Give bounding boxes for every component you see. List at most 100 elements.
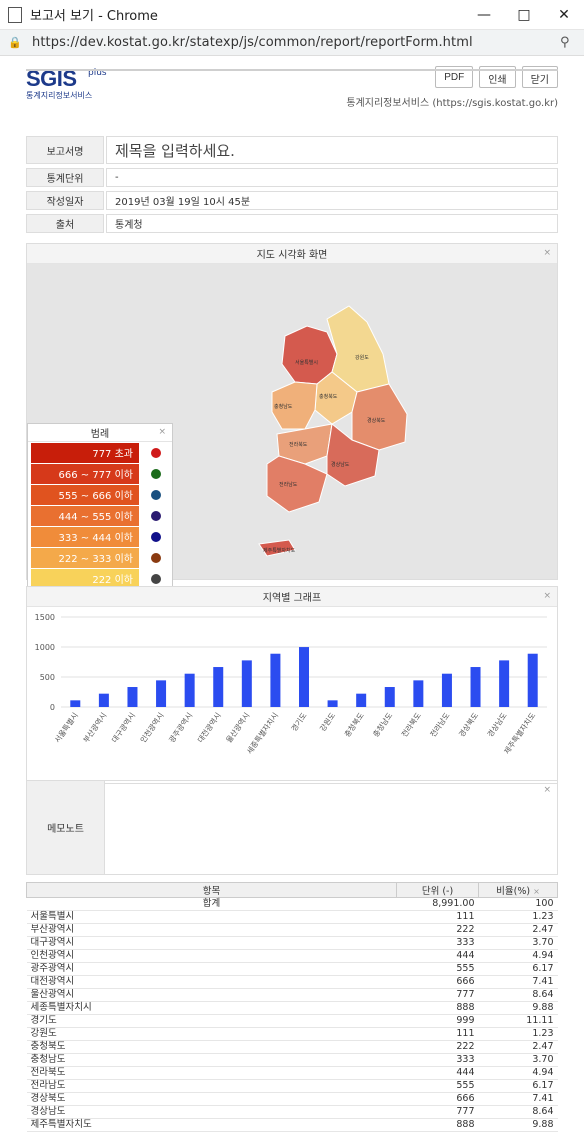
info-label: 작성일자	[26, 191, 104, 210]
cell-name: 제주특별자치도	[26, 1118, 397, 1132]
header-unit: 단위 (-)	[396, 882, 479, 898]
memo-textarea[interactable]: ×	[105, 781, 557, 874]
cell-value: 888	[396, 1118, 479, 1132]
table-row: 광주광역시 555 6.17	[26, 962, 558, 976]
legend-item[interactable]: 666 ~ 777 이하	[31, 463, 172, 484]
info-label: 통계단위	[26, 168, 104, 187]
bar	[184, 673, 195, 707]
table-row: 전라남도 555 6.17	[26, 1079, 558, 1093]
color-dot-icon[interactable]	[151, 552, 161, 563]
info-row-source: 출처 통계청	[26, 214, 558, 233]
legend-swatch: 333 ~ 444 이하	[31, 526, 139, 547]
bar	[156, 680, 167, 707]
cell-value: 999	[396, 1014, 479, 1028]
cell-ratio: 8.64	[478, 988, 558, 1002]
sgis-logo: SGIS plus 통계지리정보서비스	[26, 66, 107, 101]
chart-area: 0 500 1000 1500 서울특별시 부산광역시 대구광역시 인천광역시 광주광역시 대전광…	[27, 607, 557, 783]
legend-item[interactable]: 333 ~ 444 이하	[31, 526, 172, 547]
map-label-gyeongnam: 경상남도	[331, 461, 350, 468]
legend-item[interactable]: 222 ~ 333 이하	[31, 547, 172, 568]
table-row: 인천광역시 444 4.94	[26, 949, 558, 963]
legend-item[interactable]: 444 ~ 555 이하	[31, 505, 172, 526]
x-tick-label: 울산광역시	[223, 710, 251, 744]
table-row: 대구광역시 333 3.70	[26, 936, 558, 950]
table-row: 전라북도 444 4.94	[26, 1066, 558, 1080]
map-view[interactable]: 서울특별시 강원도 충청북도 충청남도 경상북도 전라북도 경상남도 전라남도 …	[27, 264, 557, 601]
table-row: 경상북도 666 7.41	[26, 1092, 558, 1106]
legend-item[interactable]: 777 초과	[31, 442, 172, 463]
data-table: 항목 단위 (-) 비율(%) × 합계 8,991.00 100 서울특별시 1…	[26, 882, 558, 1132]
map-title-text: 지도 시각화 화면	[256, 250, 328, 261]
memo-close-icon[interactable]: ×	[543, 785, 551, 795]
table-row: 울산광역시 777 8.64	[26, 988, 558, 1002]
maximize-icon[interactable]: □	[517, 6, 531, 23]
pdf-button[interactable]: PDF	[435, 66, 474, 88]
x-tick-label: 경상북도	[456, 710, 480, 738]
cell-value: 666	[396, 975, 479, 989]
legend-swatch: 777 초과	[31, 442, 139, 463]
cell-name: 경상북도	[26, 1092, 397, 1106]
chart-close-icon[interactable]: ×	[543, 591, 551, 601]
color-dot-icon[interactable]	[151, 510, 161, 521]
region-gyeongnam	[326, 423, 380, 487]
legend-close-icon[interactable]: ×	[158, 427, 166, 437]
info-value: 2019년 03월 19일 10시 45분	[106, 191, 558, 210]
report-title-input[interactable]: 제목을 입력하세요.	[106, 136, 558, 164]
table-row: 서울특별시 111 1.23	[26, 910, 558, 924]
cell-ratio: 1.23	[478, 1027, 558, 1041]
legend-item[interactable]: 555 ~ 666 이하	[31, 484, 172, 505]
bar	[356, 693, 367, 707]
cell-value: 111	[396, 1027, 479, 1041]
minimize-icon[interactable]: —	[477, 6, 491, 23]
table-row: 부산광역시 222 2.47	[26, 923, 558, 937]
close-window-icon[interactable]: ✕	[558, 6, 570, 23]
bar	[299, 647, 309, 707]
window-titlebar: 보고서 보기 - Chrome — □ ✕	[0, 0, 584, 30]
cell-name: 경기도	[26, 1014, 397, 1028]
x-tick-label: 대전광역시	[195, 710, 223, 744]
x-tick-label: 대구광역시	[109, 710, 137, 744]
legend-item[interactable]: 222 이하	[31, 568, 172, 589]
color-dot-icon[interactable]	[151, 531, 161, 542]
bar	[413, 680, 424, 707]
table-row: 충청남도 333 3.70	[26, 1053, 558, 1067]
legend-title: 범례 ×	[28, 424, 172, 442]
document-icon	[8, 6, 22, 23]
print-button[interactable]: 인쇄	[479, 66, 516, 88]
x-tick-label: 충청남도	[371, 711, 394, 739]
legend-panel: 범례 × 777 초과 666 ~ 777 이하 555 ~ 666 이하 444 ~…	[27, 423, 173, 601]
check-icon[interactable]	[151, 447, 161, 458]
legend-rows: 777 초과 666 ~ 777 이하 555 ~ 666 이하 444 ~ 555 …	[28, 442, 172, 589]
cell-ratio: 1.23	[478, 910, 558, 924]
cell-ratio: 7.41	[478, 1092, 558, 1106]
cell-name: 강원도	[26, 1027, 397, 1041]
color-dot-icon[interactable]	[151, 468, 161, 479]
map-close-icon[interactable]: ×	[543, 248, 551, 258]
cell-ratio: 3.70	[478, 936, 558, 950]
close-button[interactable]: 닫기	[521, 66, 558, 88]
y-tick-label: 1500	[35, 613, 55, 622]
cell-value: 333	[396, 1053, 479, 1067]
url-text[interactable]: https://dev.kostat.go.kr/statexp/js/comm…	[32, 35, 473, 50]
x-tick-label: 경상남도	[485, 710, 509, 738]
cell-name: 경상남도	[26, 1105, 397, 1119]
chart-title-text: 지역별 그래프	[262, 593, 322, 604]
table-body: 합계 8,991.00 100 서울특별시 111 1.23 부산광역시 222 2.47…	[26, 897, 558, 1132]
region-jeju	[258, 539, 296, 557]
cell-ratio: 11.11	[478, 1014, 558, 1028]
korea-map: 서울특별시 강원도 충청북도 충청남도 경상북도 전라북도 경상남도 전라남도 …	[258, 305, 408, 557]
cell-name: 세종특별자치시	[26, 1001, 397, 1015]
divider	[26, 69, 558, 71]
hide-icon[interactable]	[151, 573, 161, 584]
bar	[98, 693, 109, 707]
color-dot-icon[interactable]	[151, 489, 161, 500]
zoom-icon[interactable]: ⚲	[560, 35, 570, 50]
cell-ratio: 6.17	[478, 1079, 558, 1093]
chart-panel: 지역별 그래프 × 0 500 1000 1500 서울특별시 부산광역시 대구광역시 인천광…	[26, 586, 558, 784]
table-close-icon[interactable]: ×	[533, 887, 540, 896]
bar	[384, 687, 395, 707]
address-bar[interactable]: 🔒 https://dev.kostat.go.kr/statexp/js/co…	[0, 30, 584, 56]
report-header: SGIS plus 통계지리정보서비스 PDF 인쇄 닫기 통계지리정보서비스 …	[0, 56, 584, 116]
info-label: 출처	[26, 214, 104, 233]
cell-value: 777	[396, 1105, 479, 1119]
